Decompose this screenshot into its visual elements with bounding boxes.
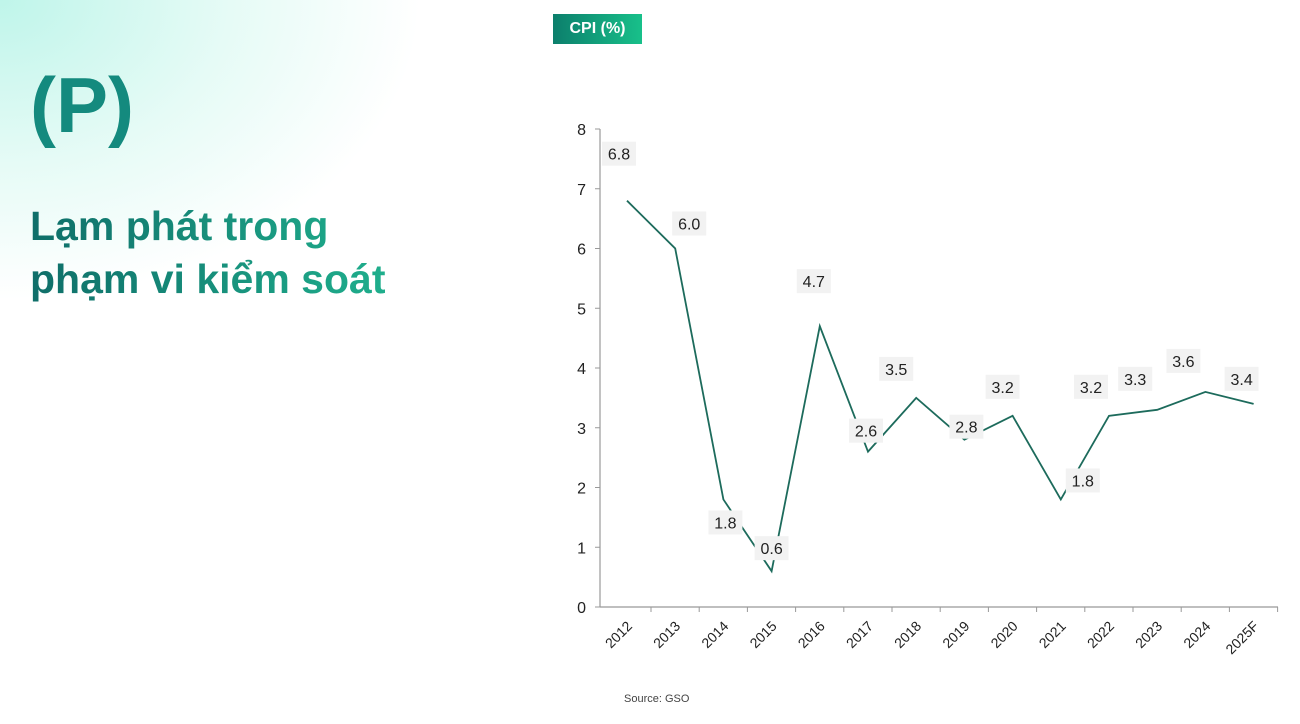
data-label: 3.3 <box>1124 372 1146 389</box>
data-label-bg <box>708 510 743 535</box>
x-tick-label: 2014 <box>698 618 731 651</box>
data-label-bg <box>1074 374 1108 399</box>
source-note: Source: GSO <box>624 693 690 705</box>
data-label: 4.7 <box>803 274 825 291</box>
data-label-bg <box>879 356 914 381</box>
x-tick-label: 2017 <box>843 618 876 651</box>
x-tick-label: 2012 <box>602 618 635 651</box>
x-tick-label: 2013 <box>650 618 683 651</box>
x-tick-label: 2021 <box>1036 618 1069 651</box>
data-label: 3.2 <box>991 380 1013 397</box>
x-tick-label: 2018 <box>891 618 924 651</box>
data-label-bg <box>1118 366 1153 391</box>
data-label-bg <box>1166 348 1201 373</box>
data-label-bg <box>849 418 883 443</box>
x-tick-label: 2016 <box>795 618 828 651</box>
x-tick-label: 2024 <box>1180 618 1213 651</box>
y-tick-label: 5 <box>577 301 586 318</box>
y-tick-label: 1 <box>577 540 586 557</box>
data-label-bg <box>754 536 789 561</box>
data-label: 3.6 <box>1172 354 1194 371</box>
data-label: 0.6 <box>760 541 782 558</box>
y-tick-label: 7 <box>577 182 586 199</box>
x-tick-label: 2015 <box>746 618 779 651</box>
y-tick-label: 0 <box>577 600 586 617</box>
y-tick-label: 2 <box>577 481 586 498</box>
x-tick-label: 2019 <box>939 618 972 651</box>
x-tick-label: 2025F <box>1222 618 1261 657</box>
data-label: 1.8 <box>1072 473 1094 490</box>
data-label-bg <box>796 269 831 294</box>
data-label-bg <box>949 414 984 439</box>
y-tick-label: 6 <box>577 242 586 259</box>
y-tick-label: 8 <box>577 122 586 139</box>
data-label-bg <box>602 141 636 166</box>
y-tick-label: 3 <box>577 421 586 438</box>
y-tick-label: 4 <box>577 361 586 378</box>
data-label-bg <box>985 374 1020 399</box>
data-label: 3.2 <box>1080 380 1102 397</box>
x-tick-label: 2023 <box>1132 618 1165 651</box>
x-tick-label: 2020 <box>987 618 1020 651</box>
chart-title-badge: CPI (%) <box>553 14 642 44</box>
data-label: 6.0 <box>678 217 700 234</box>
data-label-bg <box>1065 468 1100 493</box>
data-label: 2.6 <box>855 424 877 441</box>
data-label: 3.5 <box>885 362 907 379</box>
data-label-bg <box>672 211 707 236</box>
data-label: 3.4 <box>1230 372 1252 389</box>
data-label: 2.8 <box>955 420 977 437</box>
data-label-bg <box>1224 366 1259 391</box>
data-label: 6.8 <box>608 147 630 164</box>
x-tick-label: 2022 <box>1084 618 1117 651</box>
data-label: 1.8 <box>714 515 736 532</box>
section-marker: (P) <box>30 61 134 149</box>
